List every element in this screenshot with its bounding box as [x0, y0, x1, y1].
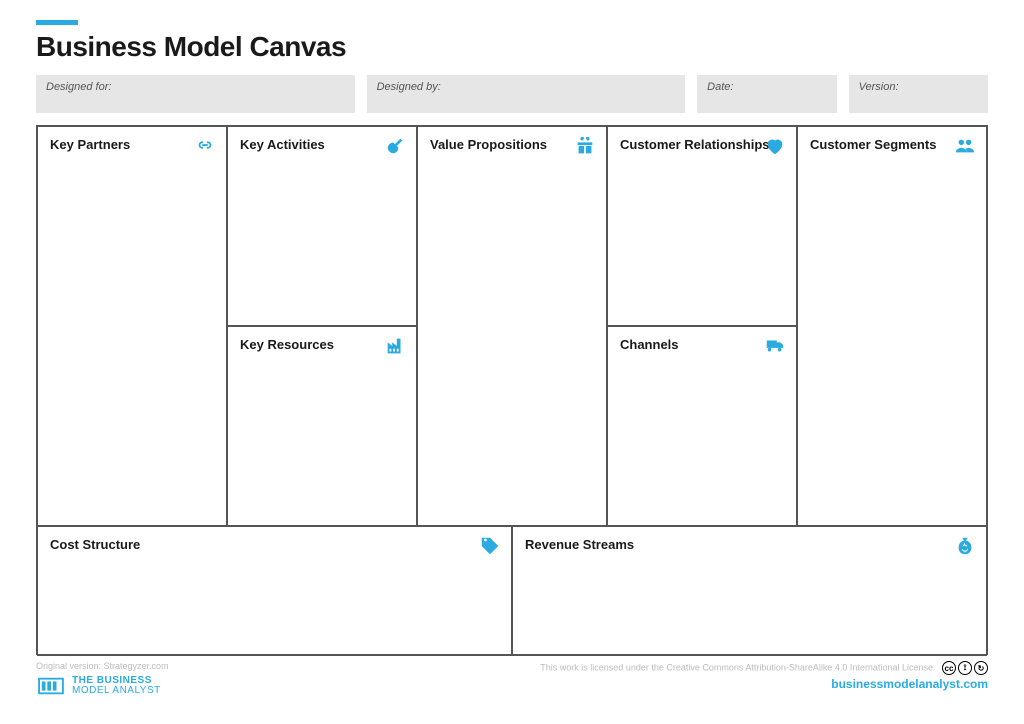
gift-icon [574, 135, 596, 157]
block-title: Value Propositions [430, 137, 594, 152]
block-customer-segments: Customer Segments [797, 126, 987, 526]
block-key-resources: Key Resources [227, 326, 417, 526]
block-cost-structure: Cost Structure [37, 526, 512, 656]
accent-bar [36, 20, 78, 25]
footer-logo: THE BUSINESS MODEL ANALYST [36, 675, 169, 697]
footer-site: businessmodelanalyst.com [540, 677, 988, 691]
footer-license: This work is licensed under the Creative… [540, 662, 935, 672]
block-key-partners: Key Partners [37, 126, 227, 526]
block-title: Key Activities [240, 137, 404, 152]
block-title: Key Partners [50, 137, 214, 152]
block-title: Revenue Streams [525, 537, 974, 552]
brand-line2: MODEL ANALYST [72, 686, 161, 697]
page-title: Business Model Canvas [36, 31, 988, 63]
link-icon [194, 135, 216, 157]
logo-icon [36, 675, 66, 697]
sa-icon: ↻ [974, 661, 988, 675]
footer: Original version: Strategyzer.com THE BU… [36, 661, 988, 697]
block-customer-relationships: Customer Relationships [607, 126, 797, 326]
meta-designed-by: Designed by: [367, 75, 686, 113]
block-title: Channels [620, 337, 784, 352]
footer-original: Original version: Strategyzer.com [36, 661, 169, 671]
block-title: Customer Segments [810, 137, 974, 152]
block-title: Customer Relationships [620, 137, 784, 152]
block-key-activities: Key Activities [227, 126, 417, 326]
cc-icon: cc [942, 661, 956, 675]
block-title: Key Resources [240, 337, 404, 352]
block-revenue-streams: Revenue Streams [512, 526, 987, 656]
heart-icon [764, 135, 786, 157]
truck-icon [764, 335, 786, 357]
block-channels: Channels [607, 326, 797, 526]
moneybag-icon [954, 535, 976, 557]
block-value-propositions: Value Propositions [417, 126, 607, 526]
bmc-canvas: Key Partners Key Activities Key Resource… [36, 125, 988, 655]
meta-row: Designed for: Designed by: Date: Version… [36, 75, 988, 113]
block-title: Cost Structure [50, 537, 499, 552]
guitar-icon [384, 135, 406, 157]
cc-icons: cc ⟟ ↻ [942, 661, 988, 675]
users-icon [954, 135, 976, 157]
meta-date: Date: [697, 75, 836, 113]
tag-icon [479, 535, 501, 557]
meta-version: Version: [849, 75, 988, 113]
factory-icon [384, 335, 406, 357]
meta-designed-for: Designed for: [36, 75, 355, 113]
by-icon: ⟟ [958, 661, 972, 675]
